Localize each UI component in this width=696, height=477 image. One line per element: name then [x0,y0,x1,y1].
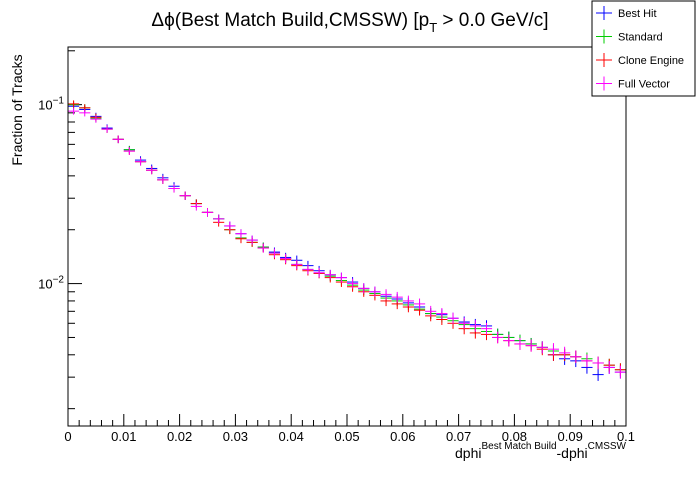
data-point [123,147,135,155]
y-tick-label: 10−1 [38,96,64,113]
y-tick-label: 10−2 [38,275,64,292]
legend-item: Standard [596,29,663,44]
data-point [425,305,437,317]
data-point [268,248,281,258]
x-tick-label: 0.01 [111,429,136,444]
data-point [324,269,336,280]
data-point [547,343,560,356]
data-point [347,278,359,289]
x-axis-label-main: dphi [455,445,481,461]
data-point [68,107,80,115]
legend-item: Clone Engine [596,53,684,67]
data-point [514,338,526,350]
data-point [79,109,91,117]
data-point [603,361,615,374]
series-full-vector [68,107,626,379]
data-point [358,283,370,294]
x-tick-label: 0.03 [223,429,248,444]
data-point [581,354,593,368]
x-tick-label: 0.05 [334,429,359,444]
data-point [503,334,515,347]
legend-item: Best Hit [596,6,657,20]
axis-ticks: 0 0.01 0.02 0.03 0.04 0.05 0.06 0.07 0.08 0.09 0.1… [38,50,635,444]
data-point [146,166,158,175]
data-point [447,312,459,324]
data-point [302,264,314,275]
data-point [90,115,102,123]
data-point [235,229,247,239]
data-point [525,339,537,352]
x-tick-label: 0.06 [390,429,415,444]
data-point [458,317,470,329]
series-layer [68,100,626,381]
data-point [335,272,347,283]
legend-label: Clone Engine [618,55,684,67]
legend-item: Full Vector [596,76,670,91]
legend: Best Hit Standard Clone Engine Full Vector [591,0,696,97]
data-point [168,184,180,193]
x-tick-label: 0.09 [558,429,583,444]
data-point [134,157,147,166]
data-point [536,341,548,354]
chart-title-subscript: T [429,20,437,35]
x-axis-label-mid: -dphi [557,445,588,461]
x-tick-label: 0.04 [279,429,304,444]
data-point [201,208,214,217]
data-point [492,331,504,344]
data-point [369,286,381,297]
x-tick-label: 0.1 [617,429,635,444]
data-point [112,135,124,144]
y-axis-label: Fraction of Tracks [9,54,25,165]
data-point [592,368,604,381]
chart-title: Δϕ(Best Match Build,CMSSW) [pT > 0.0 GeV… [151,10,548,35]
data-point [179,191,191,200]
x-tick-label: 0 [64,429,71,444]
data-point [402,295,414,307]
x-axis-label: dphiBest Match Build-dphiCMSSW [455,441,627,461]
x-axis-label-sup1: Best Match Build [481,441,556,452]
data-point [190,202,202,211]
data-point [313,267,325,278]
data-point [391,291,403,303]
data-point [380,289,392,300]
data-point [213,214,225,224]
x-axis-label-sup2: CMSSW [588,441,627,452]
data-point [291,259,303,270]
x-tick-label: 0.07 [446,429,471,444]
data-point [224,221,236,231]
data-point [257,243,269,253]
data-point [592,356,604,370]
chart-title-main: Δϕ(Best Match Build,CMSSW) [p [151,10,429,31]
data-point [280,253,292,264]
data-point [469,320,481,332]
x-tick-label: 0.02 [167,429,192,444]
legend-box [591,0,696,97]
plot-frame [67,46,627,427]
data-point [157,175,169,184]
data-point [559,346,571,360]
data-point [413,298,426,310]
x-tick-label: 0.08 [502,429,527,444]
data-point [480,322,493,335]
chart-title-tail: > 0.0 GeV/c] [437,10,548,31]
data-point [614,365,626,379]
data-point [436,308,448,320]
legend-label: Best Hit [618,8,657,20]
data-point [570,350,582,363]
legend-label: Full Vector [618,79,670,91]
data-point [68,100,80,108]
legend-label: Standard [618,32,663,44]
data-point [101,125,113,133]
data-point [246,235,258,245]
